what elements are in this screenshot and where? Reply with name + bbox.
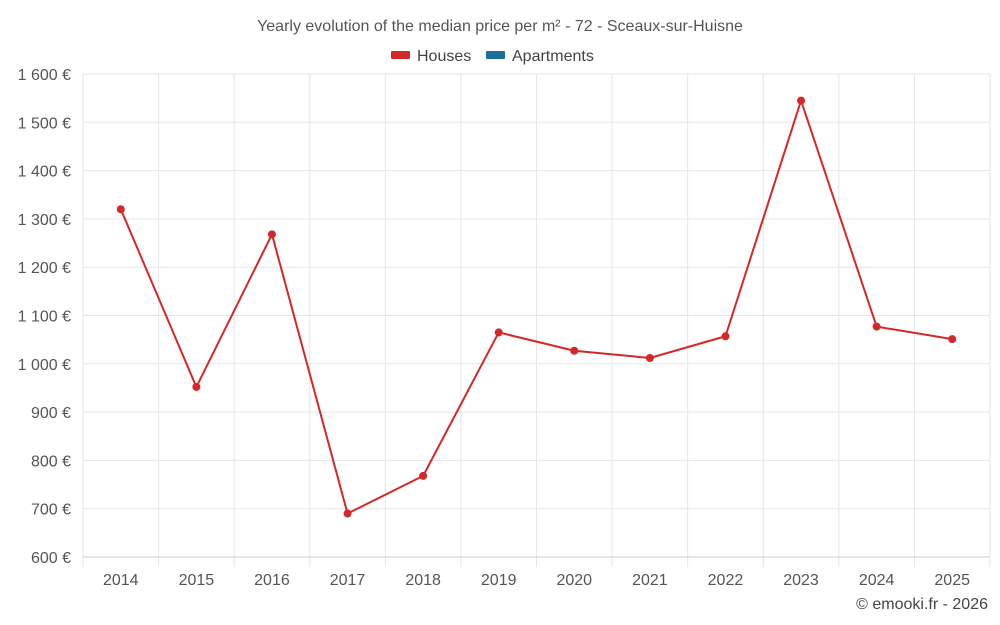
data-point-houses-2023[interactable] bbox=[797, 96, 806, 105]
x-tick-label: 2025 bbox=[934, 572, 970, 589]
x-tick-label: 2017 bbox=[330, 572, 366, 589]
data-point-houses-2015[interactable] bbox=[192, 382, 201, 391]
x-tick-label: 2023 bbox=[783, 572, 819, 589]
y-tick-label: 1 600 € bbox=[18, 67, 71, 84]
y-tick-label: 800 € bbox=[31, 453, 71, 470]
series-points bbox=[116, 96, 957, 518]
horizontal-gridlines bbox=[83, 73, 990, 510]
credit-text: © emooki.fr - 2026 bbox=[856, 596, 988, 613]
x-tick-label: 2018 bbox=[405, 572, 441, 589]
y-tick-label: 1 300 € bbox=[18, 212, 71, 229]
legend-item-apartments[interactable]: Apartments bbox=[486, 48, 594, 65]
x-tick-label: 2014 bbox=[103, 572, 139, 589]
data-point-houses-2025[interactable] bbox=[948, 335, 957, 344]
legend-label-apartments: Apartments bbox=[512, 48, 594, 65]
data-point-houses-2019[interactable] bbox=[494, 328, 503, 337]
data-point-houses-2017[interactable] bbox=[343, 509, 352, 518]
y-tick-label: 1 000 € bbox=[18, 357, 71, 374]
legend-swatch-houses bbox=[391, 51, 410, 59]
y-axis-tick-labels: 600 € 700 € 800 € 900 € 1 000 € 1 100 € 1 200 … bbox=[18, 67, 71, 567]
x-axis-tick-labels: 2014 2015 2016 2017 2018 2019 2020 2021 2022 2023… bbox=[103, 572, 970, 589]
y-tick-label: 1 400 € bbox=[18, 164, 71, 181]
data-point-houses-2018[interactable] bbox=[419, 471, 428, 480]
series-line-houses bbox=[119, 99, 953, 515]
x-tick-label: 2015 bbox=[179, 572, 215, 589]
vertical-gridlines bbox=[82, 74, 991, 567]
x-tick-label: 2016 bbox=[254, 572, 290, 589]
legend-swatch-apartments bbox=[486, 51, 505, 59]
x-tick-label: 2019 bbox=[481, 572, 517, 589]
x-tick-label: 2024 bbox=[859, 572, 895, 589]
y-tick-label: 600 € bbox=[31, 550, 71, 567]
y-tick-label: 700 € bbox=[31, 502, 71, 519]
y-tick-label: 1 100 € bbox=[18, 309, 71, 326]
x-tick-label: 2022 bbox=[708, 572, 744, 589]
data-point-houses-2016[interactable] bbox=[267, 230, 276, 239]
legend-label-houses: Houses bbox=[417, 48, 471, 65]
legend: Houses Apartments bbox=[391, 48, 594, 65]
series-lines bbox=[119, 99, 953, 515]
y-tick-label: 1 200 € bbox=[18, 260, 71, 277]
y-tick-label: 900 € bbox=[31, 405, 71, 422]
chart-title: Yearly evolution of the median price per… bbox=[257, 18, 743, 35]
data-point-houses-2024[interactable] bbox=[872, 322, 881, 331]
x-tick-label: 2021 bbox=[632, 572, 668, 589]
legend-item-houses[interactable]: Houses bbox=[391, 48, 471, 65]
data-point-houses-2020[interactable] bbox=[570, 346, 579, 355]
data-point-houses-2021[interactable] bbox=[645, 354, 654, 363]
y-tick-label: 1 500 € bbox=[18, 115, 71, 132]
data-point-houses-2014[interactable] bbox=[116, 205, 125, 214]
data-point-houses-2022[interactable] bbox=[721, 332, 730, 341]
x-tick-label: 2020 bbox=[556, 572, 592, 589]
